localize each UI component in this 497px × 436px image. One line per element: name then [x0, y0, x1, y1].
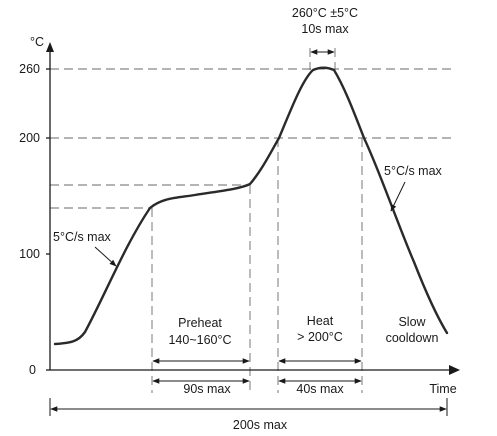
y-unit-label: °C	[30, 35, 44, 49]
ramp-down-label: 5°C/s max	[384, 164, 443, 178]
axes	[46, 42, 460, 375]
cooldown-sub: cooldown	[386, 331, 439, 345]
ramp-up-pointer	[94, 246, 117, 267]
peak-temp-label: 260°C ±5°C	[292, 6, 358, 20]
x-axis-label: Time	[429, 382, 456, 396]
total-duration-label: 200s max	[233, 418, 288, 432]
cooldown-title: Slow	[398, 315, 426, 329]
peak-time-label: 10s max	[301, 22, 349, 36]
heat-range: > 200°C	[297, 330, 343, 344]
ramp-down-pointer	[390, 181, 406, 212]
preheat-duration-label: 90s max	[183, 382, 231, 396]
preheat-range: 140~160°C	[168, 333, 231, 347]
y-tick-label-200: 200	[19, 131, 40, 145]
y-tick-label-0: 0	[29, 363, 36, 377]
ramp-up-label: 5°C/s max	[53, 230, 112, 244]
guide-lines	[50, 48, 452, 393]
heat-duration-label: 40s max	[296, 382, 344, 396]
y-tick-label-100: 100	[19, 247, 40, 261]
x-axis-arrow	[449, 365, 460, 375]
heat-title: Heat	[307, 314, 334, 328]
y-tick-label-260: 260	[19, 62, 40, 76]
preheat-title: Preheat	[178, 316, 222, 330]
temperature-profile-curve	[53, 66, 449, 346]
y-axis-arrow	[46, 42, 54, 52]
